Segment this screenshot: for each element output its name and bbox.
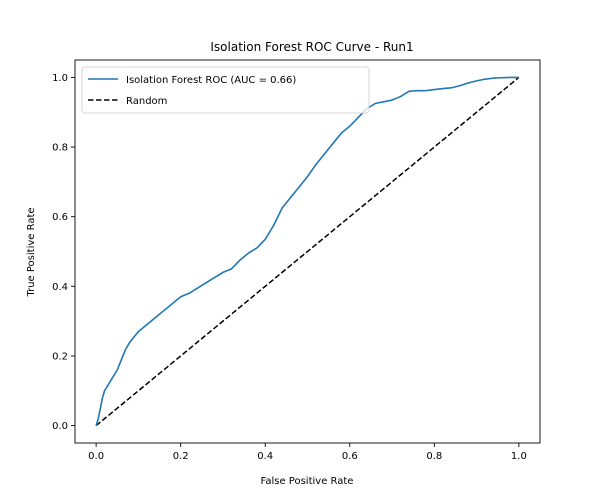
y-tick-label: 0.8 — [52, 143, 68, 154]
x-axis: 0.0 0.2 0.4 0.6 0.8 1.0 — [88, 443, 527, 462]
y-tick-label: 0.6 — [52, 212, 68, 223]
legend-label-random: Random — [126, 96, 167, 107]
random-baseline-line — [95, 76, 520, 427]
legend-label-roc: Isolation Forest ROC (AUC = 0.66) — [126, 75, 296, 86]
x-tick-label: 0.6 — [342, 451, 358, 462]
x-axis-label: False Positive Rate — [261, 476, 354, 487]
series-layer — [95, 76, 520, 427]
plot-area — [74, 59, 541, 444]
y-axis: 0.0 0.2 0.4 0.6 0.8 1.0 — [52, 73, 75, 432]
chart-title: Isolation Forest ROC Curve - Run1 — [210, 40, 413, 54]
y-tick-label: 0.2 — [52, 351, 68, 362]
x-tick-label: 1.0 — [511, 451, 527, 462]
legend-frame — [81, 66, 370, 114]
y-tick-label: 0.0 — [52, 421, 68, 432]
x-tick-label: 0.0 — [88, 451, 104, 462]
x-tick-label: 0.8 — [426, 451, 442, 462]
roc-curve-line — [95, 76, 519, 426]
x-tick-label: 0.2 — [173, 451, 189, 462]
y-tick-label: 1.0 — [52, 73, 68, 84]
y-axis-label: True Positive Rate — [26, 207, 37, 297]
legend: Isolation Forest ROC (AUC = 0.66) Random — [81, 66, 370, 114]
x-tick-label: 0.4 — [257, 451, 273, 462]
plot-frame — [74, 59, 541, 444]
y-tick-label: 0.4 — [52, 282, 68, 293]
